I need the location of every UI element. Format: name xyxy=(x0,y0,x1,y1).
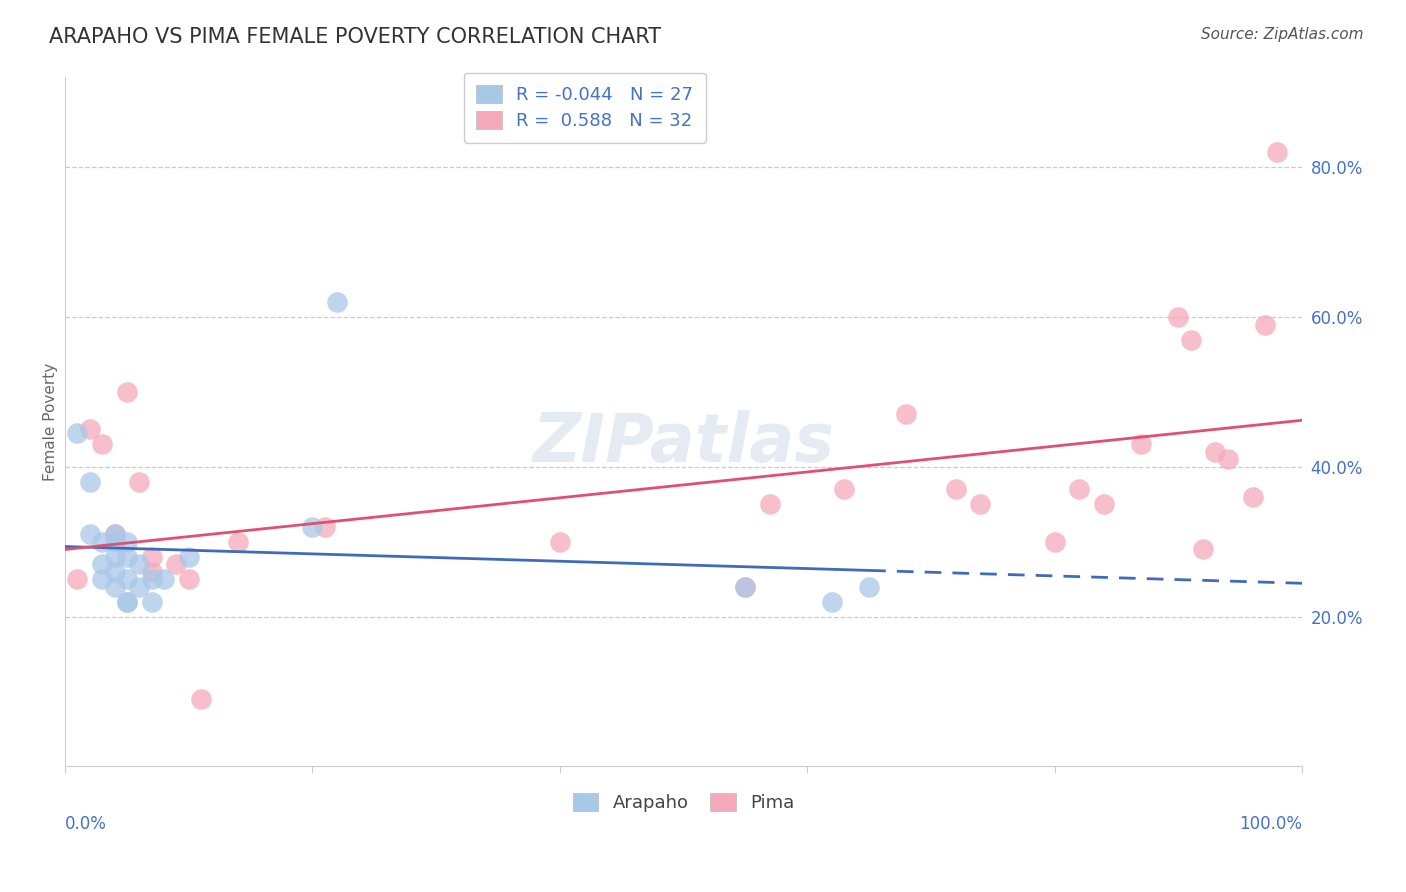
Point xyxy=(103,534,125,549)
Point xyxy=(821,594,844,608)
Point xyxy=(128,475,150,489)
Point xyxy=(301,519,323,533)
Point xyxy=(1204,445,1226,459)
Point xyxy=(1130,437,1153,451)
Y-axis label: Female Poverty: Female Poverty xyxy=(44,363,58,481)
Point xyxy=(79,527,101,541)
Point xyxy=(834,483,856,497)
Point xyxy=(115,384,138,399)
Legend: Arapaho, Pima: Arapaho, Pima xyxy=(565,786,801,819)
Point xyxy=(79,475,101,489)
Point xyxy=(190,692,212,706)
Point xyxy=(1216,452,1239,467)
Point xyxy=(314,519,336,533)
Point xyxy=(141,549,163,564)
Point xyxy=(66,572,89,586)
Point xyxy=(91,572,114,586)
Point xyxy=(945,483,967,497)
Point xyxy=(165,557,187,571)
Point xyxy=(1167,310,1189,324)
Point xyxy=(66,426,89,441)
Point xyxy=(1265,145,1288,160)
Point xyxy=(326,295,349,310)
Point xyxy=(759,497,782,511)
Point xyxy=(91,437,114,451)
Point xyxy=(115,594,138,608)
Point xyxy=(858,580,880,594)
Point xyxy=(177,572,200,586)
Point xyxy=(896,408,918,422)
Point xyxy=(103,549,125,564)
Point xyxy=(1192,542,1215,557)
Point xyxy=(1254,318,1277,332)
Point xyxy=(141,565,163,579)
Point xyxy=(115,534,138,549)
Point xyxy=(969,497,991,511)
Point xyxy=(153,572,176,586)
Point xyxy=(103,565,125,579)
Text: 100.0%: 100.0% xyxy=(1239,814,1302,832)
Point xyxy=(103,527,125,541)
Point xyxy=(115,549,138,564)
Point xyxy=(1241,490,1264,504)
Point xyxy=(1180,333,1202,347)
Point xyxy=(1092,497,1115,511)
Text: 0.0%: 0.0% xyxy=(65,814,107,832)
Point xyxy=(91,557,114,571)
Point xyxy=(128,557,150,571)
Point xyxy=(177,549,200,564)
Point xyxy=(91,534,114,549)
Text: ZIPatlas: ZIPatlas xyxy=(533,409,835,475)
Point xyxy=(115,572,138,586)
Point xyxy=(226,534,249,549)
Point xyxy=(103,580,125,594)
Point xyxy=(141,594,163,608)
Text: ARAPAHO VS PIMA FEMALE POVERTY CORRELATION CHART: ARAPAHO VS PIMA FEMALE POVERTY CORRELATI… xyxy=(49,27,661,46)
Point xyxy=(734,580,756,594)
Text: Source: ZipAtlas.com: Source: ZipAtlas.com xyxy=(1201,27,1364,42)
Point xyxy=(1043,534,1066,549)
Point xyxy=(548,534,571,549)
Point xyxy=(141,572,163,586)
Point xyxy=(103,527,125,541)
Point xyxy=(115,594,138,608)
Point xyxy=(734,580,756,594)
Point xyxy=(1069,483,1091,497)
Point xyxy=(79,422,101,436)
Point xyxy=(128,580,150,594)
